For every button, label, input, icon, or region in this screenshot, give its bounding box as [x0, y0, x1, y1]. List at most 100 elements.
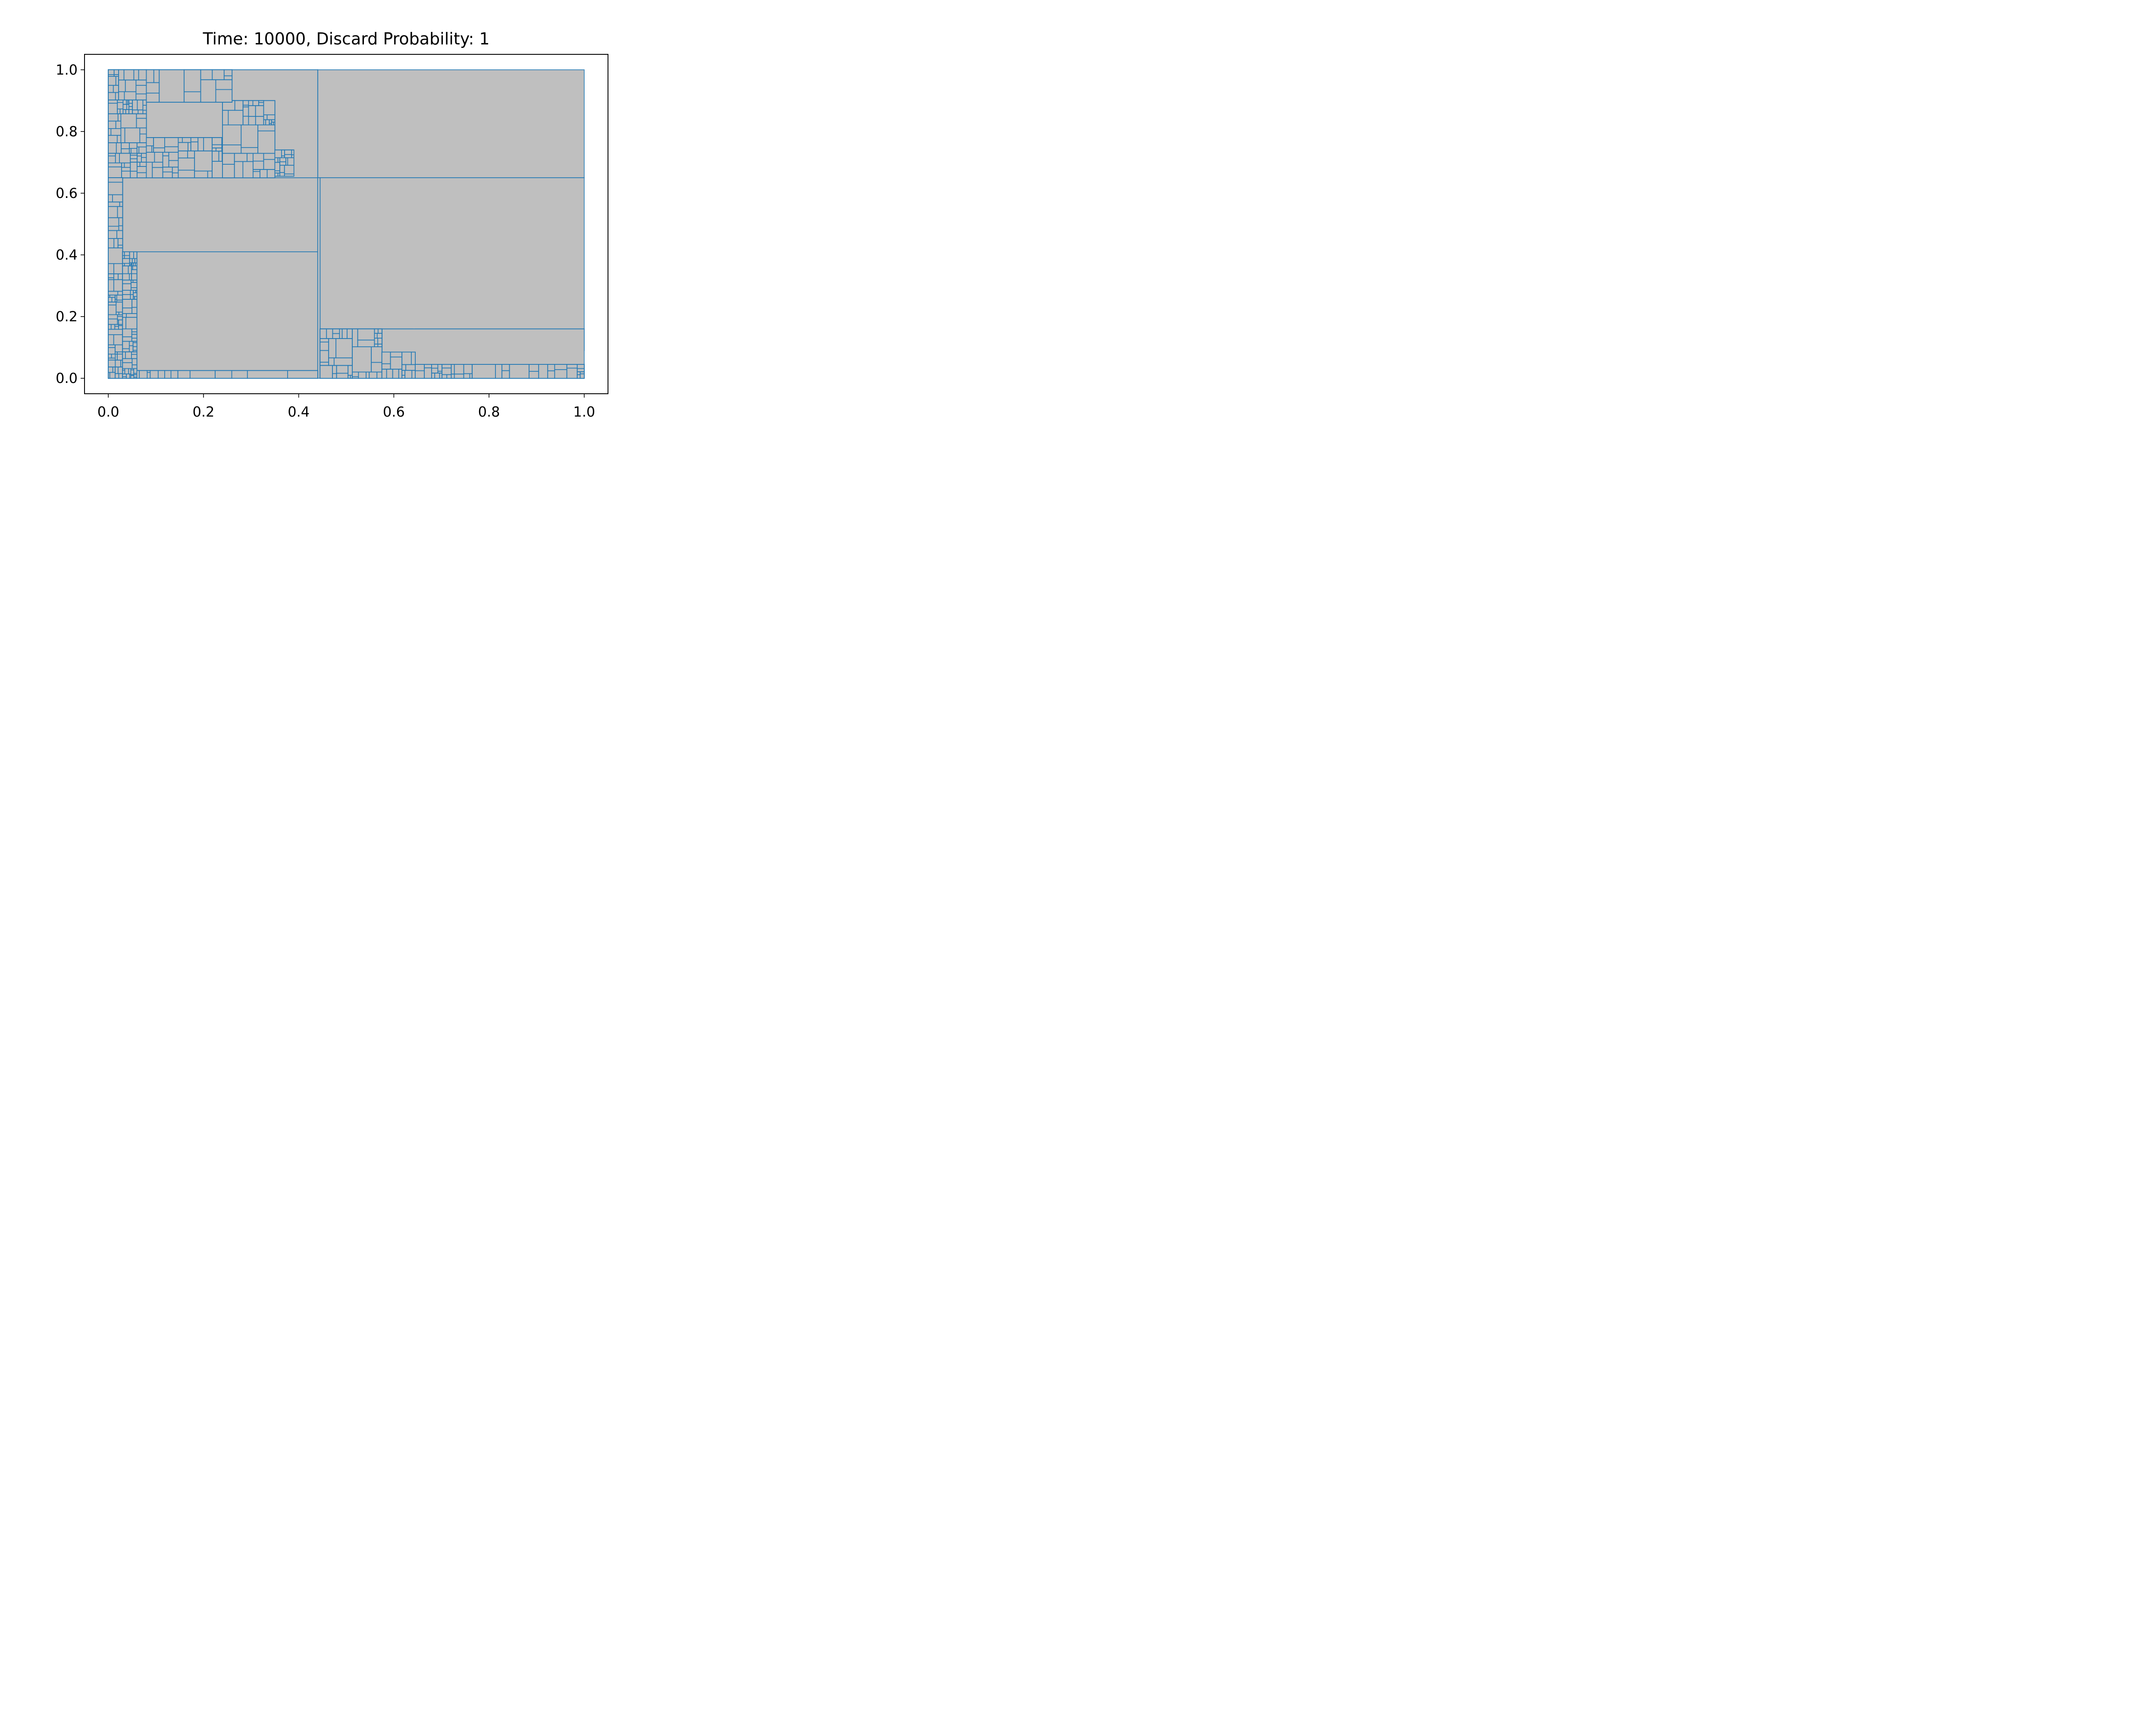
fine-partition-rect-29 — [137, 172, 147, 179]
fine-partition-rect-526 — [108, 273, 114, 278]
fine-partition-rect-313 — [222, 144, 242, 154]
fine-partition-rect-666 — [122, 294, 131, 300]
fine-partition-rect-61 — [129, 142, 138, 149]
fine-partition-rect-95 — [136, 113, 147, 119]
fine-partition-rect-294 — [234, 153, 248, 162]
fine-partition-rect-564 — [108, 194, 113, 203]
fine-partition-rect-137 — [132, 99, 138, 110]
fine-partition-rect-175 — [135, 93, 147, 100]
fine-partition-rect-702 — [131, 273, 138, 281]
y-tick-label: 0.8 — [56, 123, 78, 140]
fine-partition-rect-54 — [121, 148, 130, 154]
fine-partition-rect-271 — [216, 147, 222, 152]
fine-partition-rect-447 — [117, 354, 123, 361]
fine-partition-rect-839 — [381, 351, 391, 364]
fine-partition-rect-45 — [141, 157, 147, 163]
fine-partition-rect-89 — [139, 133, 147, 143]
fine-partition-rect-984 — [200, 79, 216, 103]
fine-partition-rect-796 — [358, 371, 367, 379]
fine-partition-rect-810 — [357, 339, 375, 347]
fine-partition-rect-413 — [291, 149, 295, 155]
fine-partition-rect-926 — [554, 364, 567, 370]
fine-partition-rect-390 — [279, 165, 285, 173]
fine-partition-rect-349 — [248, 100, 254, 106]
fine-partition-rect-17 — [108, 155, 116, 163]
fine-partition-rect-624 — [122, 341, 130, 349]
fine-partition-rect-899 — [463, 373, 470, 379]
fine-partition-rect-352 — [258, 102, 264, 106]
fine-partition-rect-220 — [153, 147, 165, 153]
fine-partition-rect-82 — [117, 113, 122, 122]
fine-partition-rect-37 — [130, 158, 138, 163]
fine-partition-rect-770 — [328, 357, 335, 366]
x-tick-label: 0.2 — [192, 404, 214, 420]
fine-partition-rect-831 — [381, 368, 387, 379]
fine-partition-rect-149 — [108, 92, 116, 100]
x-tick-label: 0.6 — [383, 404, 405, 420]
fine-partition-rect-893 — [454, 373, 464, 379]
fine-partition-rect-534 — [108, 247, 123, 264]
fine-partition-rect-211 — [168, 152, 179, 161]
fine-partition-rect-929 — [566, 364, 578, 369]
fine-partition-rect-460 — [108, 334, 114, 345]
fine-partition-rect-522 — [113, 279, 123, 292]
fine-partition-rect-953 — [157, 370, 165, 379]
fine-partition-rect-918 — [538, 364, 548, 379]
fine-partition-rect-250 — [190, 141, 199, 151]
fine-partition-rect-955 — [164, 370, 172, 379]
fine-partition-rect-134 — [132, 109, 139, 114]
fine-partition-rect-687 — [131, 287, 138, 291]
fine-partition-rect-521 — [108, 279, 114, 292]
fine-partition-rect-26 — [130, 161, 138, 172]
fine-partition-rect-638 — [122, 328, 132, 337]
fine-partition-rect-533 — [113, 263, 123, 274]
fine-partition-rect-451 — [108, 347, 116, 355]
plot-frame — [84, 54, 608, 394]
fine-partition-rect-135 — [138, 109, 144, 114]
fine-partition-rect-975 — [146, 69, 154, 83]
fine-partition-rect-193 — [152, 162, 163, 168]
fine-partition-rect-334 — [242, 116, 249, 125]
treemap-plot: Time: 10000, Discard Probability: 1 0.0 0… — [56, 29, 608, 420]
fine-partition-rect-598 — [130, 369, 135, 375]
fine-partition-rect-773 — [328, 338, 337, 358]
fine-partition-rect-993 — [223, 75, 233, 80]
fine-partition-rect-650 — [125, 317, 138, 329]
fine-partition-rect-815 — [374, 343, 379, 347]
fine-partition-rect-963 — [215, 370, 232, 379]
fine-partition-rect-614 — [125, 351, 132, 359]
fine-partition-rect-195 — [146, 152, 155, 163]
fine-partition-rect-42 — [137, 155, 142, 163]
fine-partition-rect-156 — [115, 76, 119, 86]
fine-partition-rect-247 — [182, 137, 191, 143]
fine-partition-rect-732 — [135, 262, 138, 267]
fine-partition-rect-973 — [146, 82, 160, 94]
fine-partition-rect-738 — [134, 258, 138, 263]
fine-partition-rect-409 — [284, 154, 292, 158]
fine-partition-rect-577 — [122, 373, 127, 377]
fine-partition-rect-306 — [253, 160, 264, 170]
fine-partition-rect-774 — [335, 338, 353, 358]
fine-partition-rect-11 — [121, 167, 131, 172]
fine-partition-rect-936 — [580, 373, 585, 379]
fine-partition-rect-802 — [352, 346, 372, 373]
fine-partition-rect-633 — [132, 342, 138, 347]
fine-partition-rect-201 — [162, 166, 173, 172]
fine-partition-rect-906 — [472, 364, 496, 379]
fine-partition-rect-847 — [401, 370, 406, 376]
fine-partition-rect-234 — [187, 150, 195, 159]
fine-partition-rect-835 — [398, 368, 403, 379]
fine-partition-rect-237 — [194, 170, 208, 179]
fine-partition-rect-288 — [222, 153, 235, 165]
fine-partition-rect-485 — [117, 316, 123, 320]
fine-partition-rect-496 — [116, 301, 123, 313]
fine-partition-rect-842 — [390, 351, 403, 358]
fine-partition-rect-320 — [257, 130, 276, 154]
fine-partition-rect-825 — [374, 328, 379, 334]
fine-partition-rect-560 — [108, 201, 120, 207]
fine-partition-rect-317 — [241, 147, 259, 154]
fine-partition-rect-102 — [108, 99, 118, 104]
fine-partition-rect-160 — [108, 69, 115, 75]
fine-partition-rect-353 — [258, 100, 264, 103]
fine-partition-rect-670 — [130, 290, 134, 295]
